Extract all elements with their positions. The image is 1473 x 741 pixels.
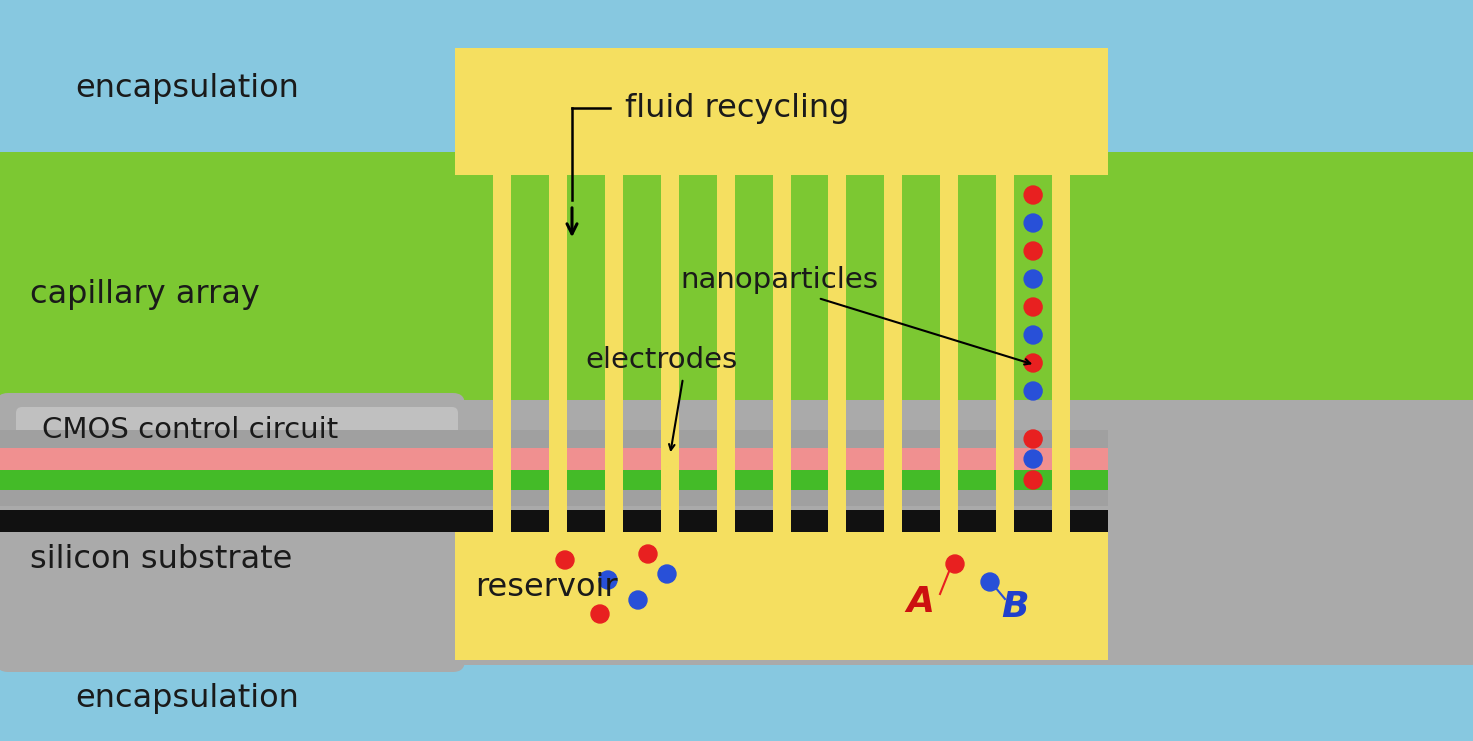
Circle shape — [1024, 326, 1041, 344]
Bar — [828, 48, 847, 532]
Bar — [455, 542, 1108, 660]
Text: silicon substrate: silicon substrate — [29, 545, 292, 576]
Text: capillary array: capillary array — [29, 279, 259, 310]
Bar — [1052, 48, 1069, 532]
Bar — [455, 532, 1108, 660]
Bar — [716, 48, 735, 532]
FancyBboxPatch shape — [16, 407, 458, 454]
Bar — [0, 510, 1108, 532]
Text: CMOS control circuit: CMOS control circuit — [43, 416, 339, 444]
Bar — [884, 48, 903, 532]
Text: encapsulation: encapsulation — [75, 682, 299, 714]
Circle shape — [946, 555, 963, 573]
Bar — [0, 152, 1473, 430]
Bar — [549, 48, 567, 532]
Circle shape — [591, 605, 608, 623]
Circle shape — [1024, 354, 1041, 372]
Circle shape — [629, 591, 647, 609]
Bar — [455, 48, 1108, 175]
Text: B: B — [1002, 590, 1028, 624]
Circle shape — [1024, 242, 1041, 260]
Circle shape — [1024, 430, 1041, 448]
Bar — [996, 48, 1015, 532]
Circle shape — [658, 565, 676, 583]
Bar — [493, 48, 511, 532]
Text: fluid recycling: fluid recycling — [625, 93, 850, 124]
Bar — [0, 470, 1108, 490]
Circle shape — [1024, 450, 1041, 468]
Circle shape — [1024, 186, 1041, 204]
Bar — [605, 48, 623, 532]
Text: A: A — [906, 585, 934, 619]
Circle shape — [1024, 298, 1041, 316]
Bar — [940, 48, 959, 532]
FancyBboxPatch shape — [0, 393, 465, 672]
Bar — [661, 48, 679, 532]
Circle shape — [639, 545, 657, 563]
Circle shape — [1024, 471, 1041, 489]
Text: nanoparticles: nanoparticles — [681, 266, 878, 294]
Circle shape — [1024, 270, 1041, 288]
Bar — [0, 400, 1473, 665]
Bar — [0, 430, 1108, 448]
Text: reservoir: reservoir — [474, 571, 617, 602]
Text: encapsulation: encapsulation — [75, 73, 299, 104]
Bar — [0, 490, 1108, 506]
Text: electrodes: electrodes — [585, 346, 738, 374]
Circle shape — [600, 571, 617, 589]
Bar — [772, 48, 791, 532]
Circle shape — [1024, 382, 1041, 400]
Circle shape — [555, 551, 574, 569]
Circle shape — [1024, 214, 1041, 232]
Circle shape — [981, 573, 999, 591]
Bar — [0, 448, 1108, 470]
